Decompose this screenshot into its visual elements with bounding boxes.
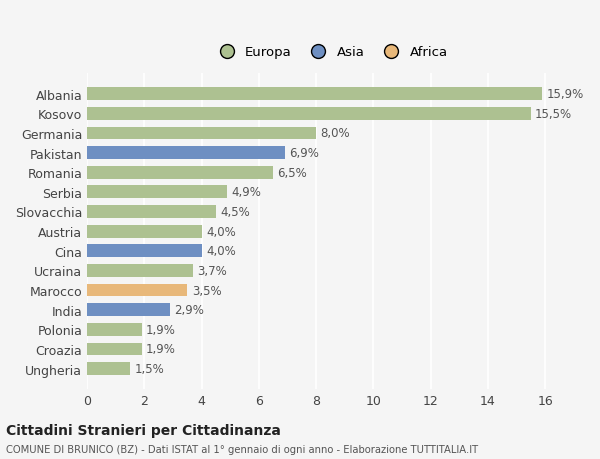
Text: Cittadini Stranieri per Cittadinanza: Cittadini Stranieri per Cittadinanza (6, 423, 281, 437)
Text: 1,9%: 1,9% (146, 343, 176, 356)
Bar (87, 245, 202, 257)
Bar (87, 225, 202, 238)
Bar (87, 88, 542, 101)
Text: 15,9%: 15,9% (547, 88, 584, 101)
Bar (87, 147, 284, 160)
Text: 3,5%: 3,5% (191, 284, 221, 297)
Text: 4,9%: 4,9% (232, 186, 262, 199)
Bar (87, 186, 227, 199)
Text: 15,5%: 15,5% (535, 107, 572, 121)
Text: 2,9%: 2,9% (175, 303, 205, 316)
Text: 1,9%: 1,9% (146, 323, 176, 336)
Text: 8,0%: 8,0% (320, 127, 350, 140)
Bar (87, 343, 142, 356)
Bar (87, 108, 531, 120)
Text: 6,9%: 6,9% (289, 147, 319, 160)
Bar (87, 303, 170, 316)
Text: 6,5%: 6,5% (278, 166, 307, 179)
Bar (87, 127, 316, 140)
Text: COMUNE DI BRUNICO (BZ) - Dati ISTAT al 1° gennaio di ogni anno - Elaborazione TU: COMUNE DI BRUNICO (BZ) - Dati ISTAT al 1… (6, 444, 478, 454)
Bar (87, 284, 187, 297)
Bar (87, 323, 142, 336)
Text: 1,5%: 1,5% (134, 362, 164, 375)
Text: 4,0%: 4,0% (206, 245, 236, 257)
Bar (87, 206, 216, 218)
Text: 4,5%: 4,5% (220, 206, 250, 218)
Text: 3,7%: 3,7% (197, 264, 227, 277)
Bar (87, 363, 130, 375)
Text: 4,0%: 4,0% (206, 225, 236, 238)
Bar (87, 264, 193, 277)
Legend: Europa, Asia, Africa: Europa, Asia, Africa (209, 42, 452, 63)
Bar (87, 167, 273, 179)
